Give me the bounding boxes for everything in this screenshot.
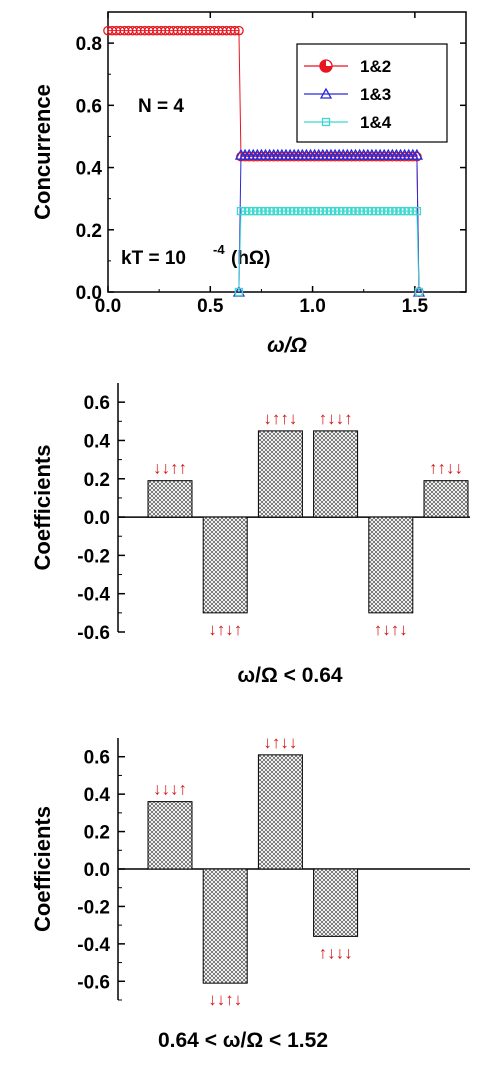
y-tick-label: 0.6 <box>84 393 110 414</box>
bar <box>202 516 248 614</box>
y-tick-label: -0.4 <box>77 585 110 606</box>
y-tick-label: -0.4 <box>77 935 110 956</box>
y-tick-label: 0.4 <box>84 785 111 806</box>
y-tick-label: -0.6 <box>77 972 110 993</box>
series-line <box>238 154 420 293</box>
bar-state-label: ↓↓↑↑ <box>153 459 187 478</box>
x-axis-label: 0.64 < ω/Ω < 1.52 <box>158 1029 328 1052</box>
bar-state-label: ↓↑↑↓ <box>263 409 297 428</box>
x-axis-label: ω/Ω < 0.64 <box>237 664 343 687</box>
legend-label: 1&4 <box>360 113 392 132</box>
series-marker <box>412 206 422 216</box>
series-line <box>238 210 420 293</box>
bar-state-label: ↑↓↓↓ <box>319 943 353 962</box>
y-tick-label: -0.2 <box>77 546 110 567</box>
bar <box>257 430 303 518</box>
bar <box>313 868 359 937</box>
series-2 <box>234 206 424 297</box>
y-axis-label: Coefficients <box>30 806 55 932</box>
series-marker <box>229 25 240 36</box>
annotation-kt: kT = 10 <box>121 248 186 269</box>
series-marker <box>410 148 424 160</box>
annotation-kt-unit: (hΩ) <box>231 248 271 269</box>
bar-state-label: ↑↑↓↓ <box>429 459 463 478</box>
x-tick-label: 1.5 <box>402 296 429 317</box>
x-tick-label: 0.0 <box>95 296 121 317</box>
series-marker <box>234 25 244 36</box>
annotation-n: N = 4 <box>138 96 184 117</box>
x-tick-label: 0.5 <box>197 296 224 317</box>
bar-panel-1: 0.6 0.4 0.2 0.0 -0.2 -0.4 -0.6 Coefficients ω/Ω … <box>30 383 470 687</box>
bar-state-label: ↓↑↓↑ <box>208 620 242 639</box>
y-tick-label: -0.6 <box>77 623 110 644</box>
bar <box>147 801 193 870</box>
bar-state-label: ↓↓↑↓ <box>208 990 242 1009</box>
annotation-kt-exponent: -4 <box>213 242 225 257</box>
y-tick-label: 0.2 <box>76 221 102 242</box>
bar-state-label: ↓↓↓↑ <box>153 780 187 799</box>
bar <box>368 516 414 614</box>
legend-marker-cut <box>326 60 332 66</box>
legend-marker-ring <box>319 59 333 73</box>
y-tick-label: 0.4 <box>84 431 111 452</box>
x-tick-label: 1.0 <box>299 296 325 317</box>
bar-state-label: ↑↓↓↑ <box>319 409 353 428</box>
bar <box>147 480 193 518</box>
bar-state-label: ↑↓↑↓ <box>374 620 408 639</box>
y-tick-label: 0.2 <box>84 470 110 491</box>
y-tick-label: 0.6 <box>76 96 102 117</box>
bar <box>257 754 303 870</box>
legend-label: 1&2 <box>360 57 391 76</box>
plot-frame <box>107 11 467 293</box>
y-tick-label: -0.2 <box>77 897 110 918</box>
bar <box>202 868 248 984</box>
y-tick-label: 0.0 <box>84 508 110 529</box>
y-tick-label: 0.2 <box>84 823 110 844</box>
series-1 <box>232 148 426 297</box>
y-tick-label: 0.8 <box>76 34 102 55</box>
y-tick-label: 0.0 <box>76 283 102 304</box>
series-marker <box>414 287 424 297</box>
legend-label: 1&3 <box>360 85 391 104</box>
legend: 1&2 1&3 1&4 <box>296 43 448 143</box>
y-tick-label: 0.0 <box>84 860 110 881</box>
x-axis-label: ω/Ω <box>267 334 307 357</box>
legend-marker <box>321 117 331 127</box>
y-axis-label: Coefficients <box>30 445 55 571</box>
y-tick-label: 0.6 <box>84 748 110 769</box>
bar <box>313 430 359 518</box>
y-axis-label: Concurrence <box>30 84 55 220</box>
bar <box>423 480 469 518</box>
series-marker <box>234 287 244 297</box>
bar-panel-2: 0.6 0.4 0.2 0.0 -0.2 -0.4 -0.6 Coefficients 0.64… <box>30 733 470 1052</box>
panels: 0.0 0.2 0.4 0.6 0.8 0.0 0.5 1.0 1.5 Concurrence ω/… <box>30 11 470 1052</box>
legend-marker <box>319 87 333 99</box>
y-tick-label: 0.4 <box>76 159 103 180</box>
bar-state-label: ↓↑↓↓ <box>263 733 297 752</box>
